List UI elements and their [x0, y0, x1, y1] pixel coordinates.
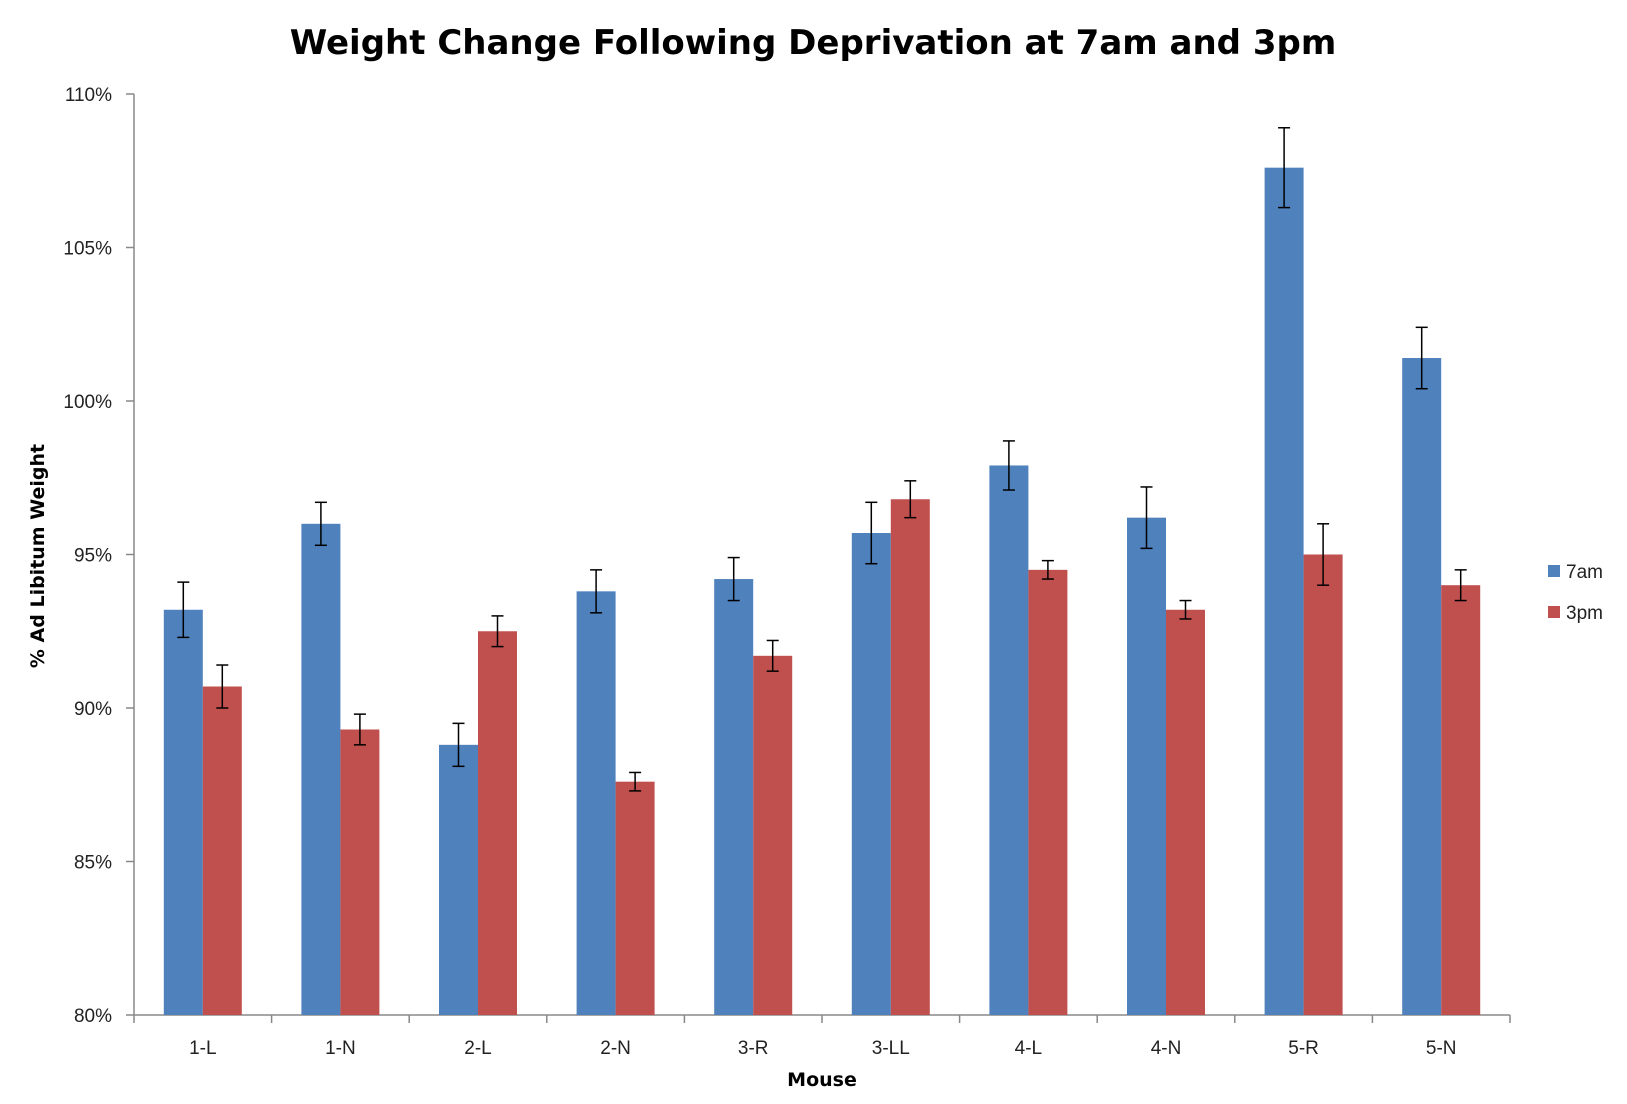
- bars-group: [163, 167, 1481, 1016]
- y-tick-label: 95%: [74, 546, 112, 567]
- x-tick-label: 3-LL: [872, 1038, 910, 1059]
- bar-7am-4-L: [989, 465, 1029, 1016]
- x-tick-label: 4-N: [1151, 1038, 1182, 1059]
- chart-title: Weight Change Following Deprivation at 7…: [290, 23, 1337, 63]
- x-tick-label: 1-N: [325, 1038, 356, 1059]
- legend-swatch-3pm: [1548, 606, 1560, 618]
- bar-3pm-5-N: [1441, 585, 1481, 1015]
- x-axis: 1-L 1-N 2-L 2-N 3-R 3-LL 4-L 4-N 5-R 5-N: [133, 1014, 1511, 1059]
- bar-3pm-5-R: [1303, 554, 1343, 1015]
- bar-7am-5-N: [1402, 358, 1442, 1015]
- x-axis-title: Mouse: [787, 1069, 857, 1091]
- bar-3pm-2-L: [478, 631, 517, 1015]
- bar-7am-4-N: [1127, 517, 1166, 1015]
- x-tick-label: 5-N: [1426, 1038, 1457, 1059]
- legend-label-3pm: 3pm: [1566, 603, 1603, 624]
- x-tick-label: 2-N: [600, 1038, 631, 1059]
- x-tick-label: 2-L: [464, 1038, 491, 1059]
- bar-3pm-4-L: [1028, 569, 1068, 1015]
- legend-swatch-7am: [1548, 565, 1560, 577]
- y-axis: 80% 85% 90% 95% 100% 105% 110%: [63, 85, 135, 1027]
- bar-3pm-1-N: [340, 729, 380, 1015]
- bar-3pm-3-R: [753, 655, 793, 1015]
- x-tick-label: 3-R: [738, 1038, 769, 1059]
- legend: 7am 3pm: [1548, 562, 1603, 624]
- bar-3pm-2-N: [615, 781, 655, 1015]
- y-tick-label: 110%: [65, 85, 112, 106]
- bar-7am-3-R: [714, 579, 754, 1015]
- x-tick-label: 1-L: [189, 1038, 216, 1059]
- y-tick-label: 105%: [63, 239, 112, 260]
- legend-label-7am: 7am: [1566, 562, 1603, 583]
- bar-7am-1-L: [163, 609, 203, 1015]
- x-tick-label: 4-L: [1015, 1038, 1042, 1059]
- error-bars-group: [177, 127, 1467, 792]
- y-tick-label: 80%: [74, 1006, 112, 1027]
- bar-7am-5-R: [1264, 167, 1304, 1015]
- bar-3pm-1-L: [202, 686, 242, 1015]
- y-tick-label: 90%: [74, 699, 112, 720]
- bar-3pm-4-N: [1166, 609, 1205, 1015]
- bar-7am-1-N: [301, 523, 341, 1015]
- x-tick-label: 5-R: [1288, 1038, 1319, 1059]
- y-tick-label: 85%: [74, 853, 112, 874]
- bar-7am-2-L: [439, 744, 478, 1015]
- bar-3pm-3-LL: [890, 499, 930, 1015]
- y-tick-label: 100%: [63, 392, 112, 413]
- y-axis-title: % Ad Libitum Weight: [27, 444, 49, 668]
- bar-7am-3-LL: [851, 533, 891, 1015]
- bar-7am-2-N: [576, 591, 616, 1015]
